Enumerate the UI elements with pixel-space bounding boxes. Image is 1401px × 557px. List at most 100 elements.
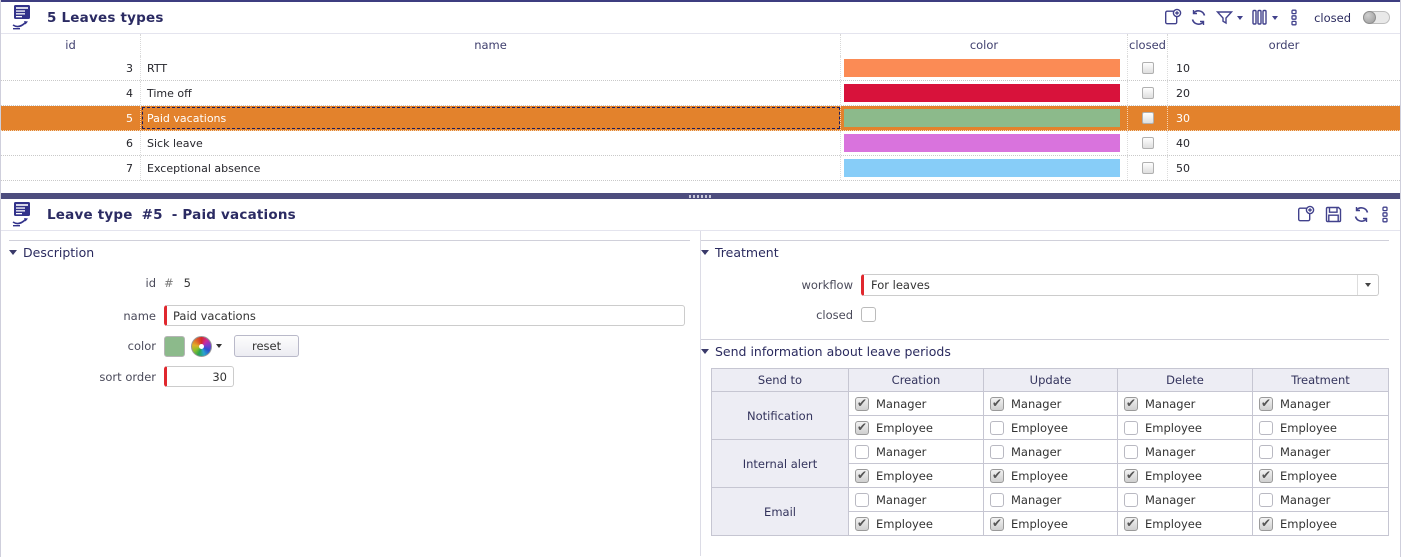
kebab-menu-icon[interactable]: [1289, 8, 1299, 27]
cell-name: RTT: [141, 56, 841, 80]
description-section-header[interactable]: Description: [9, 245, 690, 260]
matrix-row-email-manager: Email Manager Manager Manager Manager: [711, 487, 1389, 536]
internal-alert-update-employee-checkbox[interactable]: [990, 468, 1004, 483]
email-update-manager-checkbox[interactable]: [990, 492, 1004, 507]
checkbox-label: Manager: [1145, 444, 1196, 459]
checkbox-label: Manager: [1011, 492, 1062, 507]
save-icon[interactable]: [1324, 205, 1343, 224]
panel-splitter[interactable]: [1, 193, 1400, 199]
treatment-column: Treatment workflow For leaves closed: [700, 231, 1400, 556]
sort-order-input[interactable]: [164, 366, 234, 387]
cell-id: 6: [1, 131, 141, 155]
email-creation-employee-checkbox[interactable]: [855, 516, 869, 531]
notification-creation-employee-checkbox[interactable]: [855, 420, 869, 435]
cell-color: [841, 106, 1128, 130]
notification-creation-manager-checkbox[interactable]: [855, 396, 869, 411]
section-title: Description: [23, 245, 95, 260]
cell-closed: [1128, 81, 1168, 105]
color-bar: [844, 109, 1120, 127]
closed-checkbox[interactable]: [1141, 112, 1154, 124]
cell-order: 20: [1176, 86, 1190, 100]
email-creation-manager-checkbox[interactable]: [855, 492, 869, 507]
internal-alert-treatment-manager-checkbox[interactable]: [1259, 444, 1273, 459]
name-input[interactable]: [164, 305, 685, 326]
workflow-select[interactable]: For leaves: [861, 274, 1379, 296]
table-row[interactable]: 4 Time off 20: [1, 81, 1400, 106]
matrix-header-delete: Delete: [1117, 368, 1253, 392]
columns-icon[interactable]: [1250, 8, 1279, 27]
closed-checkbox[interactable]: [861, 307, 876, 322]
checkbox-label: Manager: [1280, 396, 1331, 411]
cell-name: Paid vacations: [141, 106, 841, 130]
notification-delete-manager-checkbox[interactable]: [1124, 396, 1138, 411]
matrix-row-notification-manager: Notification Manager Manager Manager Man…: [711, 391, 1389, 440]
internal-alert-update-manager-checkbox[interactable]: [990, 444, 1004, 459]
color-picker-caret-icon[interactable]: [216, 344, 222, 348]
notification-update-employee-checkbox[interactable]: [990, 420, 1004, 435]
id-value: 5: [183, 276, 191, 290]
add-record-icon[interactable]: [1296, 205, 1315, 224]
title-record-name: - Paid vacations: [171, 206, 296, 223]
workflow-dropdown-button[interactable]: [1357, 275, 1378, 295]
treatment-section: Treatment workflow For leaves closed: [701, 240, 1389, 322]
cell-id: 5: [1, 106, 141, 130]
refresh-icon[interactable]: [1352, 205, 1371, 224]
closed-checkbox[interactable]: [1141, 62, 1154, 74]
closed-checkbox[interactable]: [1141, 137, 1154, 149]
list-column-headers: id name color closed order: [1, 34, 1400, 56]
table-row[interactable]: 6 Sick leave 40: [1, 131, 1400, 156]
name-label: name: [123, 308, 156, 323]
cell-order: 50: [1176, 161, 1190, 175]
email-update-employee-checkbox[interactable]: [990, 516, 1004, 531]
checkbox-label: Employee: [1145, 516, 1202, 531]
column-header-closed[interactable]: closed: [1128, 34, 1168, 56]
email-delete-employee-checkbox[interactable]: [1124, 516, 1138, 531]
email-delete-manager-checkbox[interactable]: [1124, 492, 1138, 507]
column-header-order[interactable]: order: [1268, 38, 1300, 52]
internal-alert-treatment-employee-checkbox[interactable]: [1259, 468, 1273, 483]
column-header-name[interactable]: name: [141, 34, 841, 56]
column-header-id[interactable]: id: [1, 34, 141, 56]
checkbox-label: Employee: [1145, 468, 1202, 483]
send-information-section-header[interactable]: Send information about leave periods: [701, 344, 1389, 359]
notification-update-manager-checkbox[interactable]: [990, 396, 1004, 411]
notification-treatment-employee-checkbox[interactable]: [1259, 420, 1273, 435]
internal-alert-delete-manager-checkbox[interactable]: [1124, 444, 1138, 459]
sort-order-field-row: sort order: [9, 366, 690, 387]
email-treatment-manager-checkbox[interactable]: [1259, 492, 1273, 507]
cell-closed: [1128, 106, 1168, 130]
list-toolbar: closed: [1163, 8, 1390, 27]
checkbox-label: Manager: [1011, 444, 1062, 459]
checkbox-label: Manager: [876, 444, 927, 459]
name-field-row: name: [9, 305, 690, 326]
closed-checkbox[interactable]: [1141, 162, 1154, 174]
reset-color-button[interactable]: reset: [234, 335, 300, 357]
color-wheel-icon[interactable]: [191, 335, 212, 357]
internal-alert-creation-employee-checkbox[interactable]: [855, 468, 869, 483]
email-treatment-employee-checkbox[interactable]: [1259, 516, 1273, 531]
table-row-selected[interactable]: 5 Paid vacations 30: [1, 106, 1400, 131]
kebab-menu-icon[interactable]: [1380, 205, 1390, 224]
treatment-section-header[interactable]: Treatment: [701, 245, 1389, 260]
checkbox-label: Employee: [876, 516, 933, 531]
send-information-section: Send information about leave periods Sen…: [701, 339, 1389, 536]
group-label-internal-alert: Internal alert: [711, 439, 849, 488]
list-panel-header: 5 Leaves types: [1, 2, 1400, 34]
detail-panel-header: Leave type #5 - Paid vacations: [1, 199, 1400, 231]
notification-delete-employee-checkbox[interactable]: [1124, 420, 1138, 435]
cell-name: Exceptional absence: [141, 156, 841, 180]
refresh-icon[interactable]: [1189, 8, 1208, 27]
filter-icon[interactable]: [1215, 8, 1244, 27]
internal-alert-creation-manager-checkbox[interactable]: [855, 444, 869, 459]
notification-treatment-manager-checkbox[interactable]: [1259, 396, 1273, 411]
add-record-icon[interactable]: [1163, 8, 1182, 27]
table-row[interactable]: 3 RTT 10: [1, 56, 1400, 81]
table-row[interactable]: 7 Exceptional absence 50: [1, 156, 1400, 181]
cell-closed: [1128, 131, 1168, 155]
internal-alert-delete-employee-checkbox[interactable]: [1124, 468, 1138, 483]
closed-checkbox[interactable]: [1141, 87, 1154, 99]
closed-filter-toggle[interactable]: [1363, 11, 1390, 24]
column-header-color[interactable]: color: [841, 34, 1128, 56]
matrix-header-row: Send to Creation Update Delete Treatment: [711, 368, 1389, 392]
